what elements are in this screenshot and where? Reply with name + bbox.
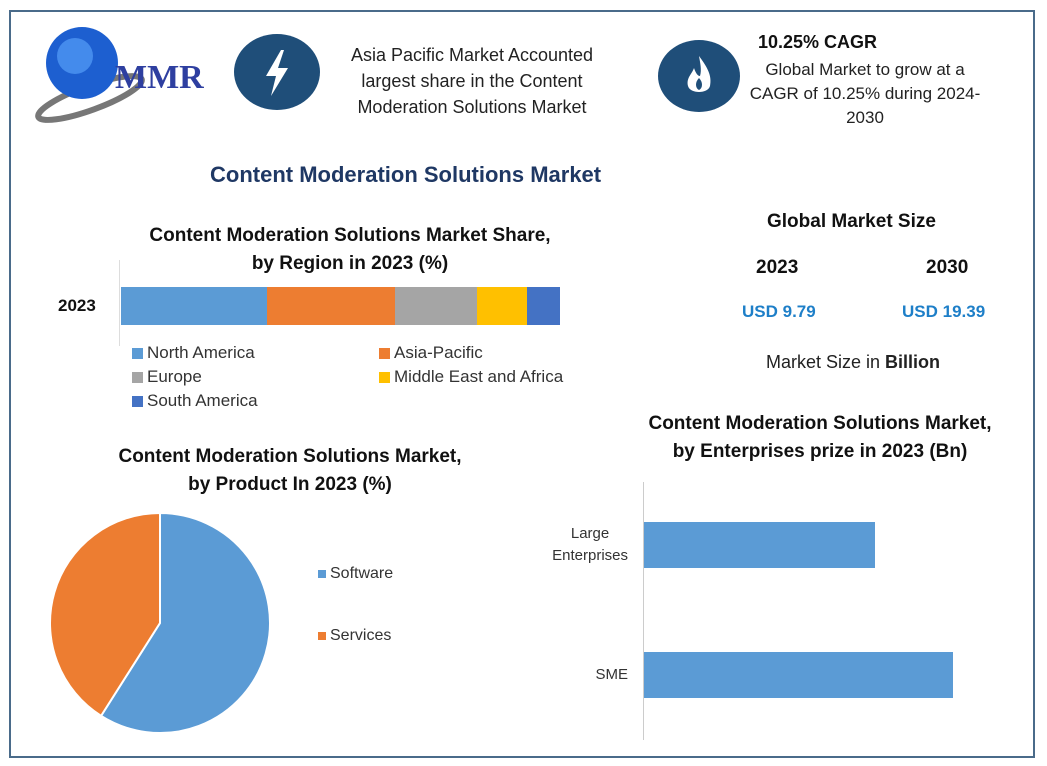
legend-swatch [318,632,326,640]
mmr-logo: MMR [35,27,204,123]
title-line: by Region in 2023 (%) [251,253,449,274]
note-prefix: Market Size in [766,352,886,372]
market-size-title: Global Market Size [767,211,936,232]
enterprise-bar [644,652,954,698]
title-line: by Product In 2023 (%) [188,474,392,495]
bar-segment-south-america [527,287,560,325]
title-line: Content Moderation Solutions Market Shar… [149,225,551,246]
year-2023: 2023 [756,257,799,278]
cagr-line: CAGR of 10.25% during 2024- [749,84,981,103]
label-line: SME [595,666,628,683]
legend-item: Asia-Pacific [379,343,619,363]
region-axis [119,260,120,346]
bar-segment-north-america [121,287,268,325]
region-chart-title: Content Moderation Solutions Market Shar… [100,222,600,278]
legend-label: Software [330,565,394,582]
legend-item: Services [318,627,393,645]
legend-label: Asia-Pacific [394,343,483,362]
lightning-icon [234,34,320,110]
frame-border [9,10,1035,758]
title-line: by Enterprises prize in 2023 (Bn) [672,441,968,462]
note-unit: Billion [885,352,941,372]
legend-swatch [132,395,143,407]
legend-item: Software [318,565,393,583]
title-line: Content Moderation Solutions Market, [118,446,462,467]
main-title: Content Moderation Solutions Market [210,162,602,187]
highlight-line: Moderation Solutions Market [357,97,587,117]
bar-segment-asia-pacific [267,287,396,325]
pie-slice-services [49,511,161,718]
legend-swatch [379,371,390,383]
bar-segment-europe [395,287,478,325]
product-legend: Software Services [318,565,393,689]
enterprise-axis [643,482,644,740]
cagr-text: Global Market to grow at a CAGR of 10.25… [740,58,990,130]
flame-icon [658,40,740,112]
bar-segment-middle-east-and-africa [477,287,528,325]
enterprise-category-label: Large Enterprises [552,523,628,567]
enterprise-chart-title: Content Moderation Solutions Market, by … [610,410,1030,466]
product-chart-title: Content Moderation Solutions Market, by … [70,443,510,499]
legend-label: Middle East and Africa [394,367,564,386]
legend-label: Europe [147,367,202,386]
legend-item: Europe [132,367,379,387]
legend-swatch [132,371,143,383]
highlight-line: largest share in the Content [361,71,583,91]
cagr-title: 10.25% CAGR [758,32,878,52]
legend-swatch [132,347,143,359]
cagr-line: Global Market to grow at a [765,60,965,79]
year-2030: 2030 [926,257,969,278]
legend-item: North America [132,343,379,363]
legend-label: South America [147,391,258,410]
region-legend: North America Asia-Pacific Europe Middle Ea… [132,343,612,411]
product-pie-chart [49,511,271,734]
legend-label: North America [147,343,255,362]
pie-slice-software [99,511,271,734]
market-size-note: Market Size in Billion [766,352,940,373]
highlight-line: Asia Pacific Market Accounted [350,45,594,65]
logo-text: MMR [115,59,204,96]
asia-pacific-highlight: Asia Pacific Market Accounted largest sh… [322,42,622,120]
cagr-line: 2030 [846,108,884,127]
title-line: Content Moderation Solutions Market, [648,413,992,434]
legend-label: Services [330,627,392,644]
enterprise-bar [644,522,875,568]
legend-swatch [379,347,390,359]
region-category-label: 2023 [58,296,96,315]
legend-swatch [318,570,326,578]
region-stacked-bar [121,287,560,325]
legend-item: South America [132,391,379,411]
value-2030: USD 19.39 [902,302,986,321]
label-line: Enterprises [552,547,628,564]
value-2023: USD 9.79 [742,302,816,321]
label-line: Large [570,525,610,542]
enterprise-category-label: SME [595,664,628,686]
legend-item: Middle East and Africa [379,367,619,387]
